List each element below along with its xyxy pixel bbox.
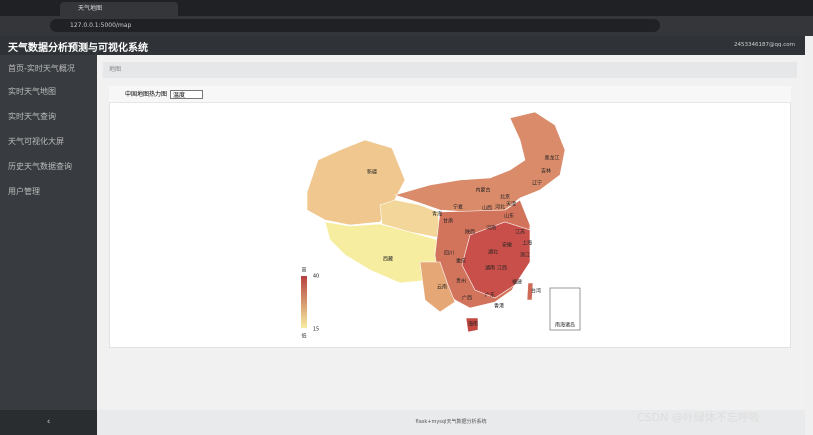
legend-low: 低	[301, 333, 306, 340]
address-bar[interactable]: 127.0.0.1:5000/map	[50, 19, 660, 32]
province-label: 湖北	[488, 249, 498, 256]
province-label: 湖南	[485, 265, 495, 272]
province-label: 宁夏	[453, 204, 463, 211]
china-map: 高 40 15 低 南海诸岛 新疆西藏青海甘肃内蒙古黑龙江吉林辽宁北京天津河北山…	[301, 111, 581, 340]
province-label: 山东	[504, 213, 514, 220]
legend-bar	[301, 276, 307, 328]
breadcrumb[interactable]: 地图	[103, 62, 797, 78]
province-label: 广东	[485, 292, 495, 299]
nav-item[interactable]: 首页-实时天气概况	[8, 64, 75, 73]
nav-item[interactable]: 实时天气地图	[8, 87, 56, 96]
province-label: 山西	[482, 205, 492, 212]
province-label: 广西	[462, 295, 472, 302]
sidebar: 首页-实时天气概况 实时天气地图 实时天气查询 天气可视化大屏 历史天气数据查询…	[0, 55, 97, 411]
region	[419, 261, 456, 313]
collapse-button[interactable]: ‹	[0, 410, 97, 435]
region	[461, 221, 531, 299]
province-label: 安徽	[502, 242, 512, 249]
province-label: 江苏	[515, 229, 525, 236]
province-label: 香港	[494, 303, 504, 310]
province-label: 天津	[506, 201, 516, 208]
panel-title: 中国地图热力图	[109, 86, 791, 103]
province-label: 内蒙古	[475, 187, 490, 194]
region	[465, 317, 479, 333]
footer: flask+mysql天气数据分析系统	[97, 410, 805, 435]
nav-item[interactable]: 用户管理	[8, 187, 40, 196]
province-label: 甘肃	[443, 218, 453, 225]
province-label: 北京	[500, 194, 510, 201]
inset-box	[549, 287, 581, 331]
nav-item[interactable]: 历史天气数据查询	[8, 162, 72, 171]
province-label: 西藏	[383, 256, 393, 263]
legend-max: 40	[313, 274, 319, 280]
legend-min: 15	[313, 327, 319, 333]
province-label: 上海	[522, 240, 532, 247]
province-label: 四川	[444, 251, 454, 257]
province-label: 河北	[495, 204, 505, 211]
province-label: 吉林	[541, 168, 551, 175]
nav-item[interactable]: 天气可视化大屏	[8, 137, 64, 146]
tab-bar	[0, 0, 813, 16]
province-label: 青海	[432, 211, 442, 218]
app-title: 天气数据分析预测与可视化系统	[8, 43, 148, 54]
province-label: 浙江	[520, 252, 530, 259]
browser-tab[interactable]: 天气地图	[60, 2, 178, 16]
user-email[interactable]: 2453346187@qq.com	[734, 42, 795, 48]
legend-high: 高	[301, 267, 306, 274]
province-label: 江西	[497, 265, 507, 272]
region	[306, 139, 406, 226]
province-label: 云南	[437, 284, 447, 291]
province-label: 重庆	[456, 258, 466, 265]
app-header: 天气数据分析预测与可视化系统 2453346187@qq.com	[0, 36, 813, 55]
region	[526, 282, 534, 301]
watermark: CSDN @叶绿体不忘呼吸	[637, 411, 760, 424]
province-label: 新疆	[367, 169, 377, 176]
nav-item[interactable]: 实时天气查询	[8, 112, 56, 121]
inset-label: 南海诸岛	[555, 322, 575, 329]
province-label: 海南	[468, 321, 478, 328]
scrollbar[interactable]	[805, 36, 813, 435]
province-label: 台湾	[531, 288, 541, 295]
metric-select[interactable]: 温度	[170, 90, 203, 99]
province-label: 贵州	[456, 278, 466, 285]
province-label: 黑龙江	[544, 155, 559, 162]
province-label: 辽宁	[532, 180, 542, 187]
region	[393, 111, 566, 213]
province-label: 陕西	[465, 229, 475, 236]
province-label: 福建	[512, 279, 522, 286]
province-label: 河南	[486, 225, 496, 232]
